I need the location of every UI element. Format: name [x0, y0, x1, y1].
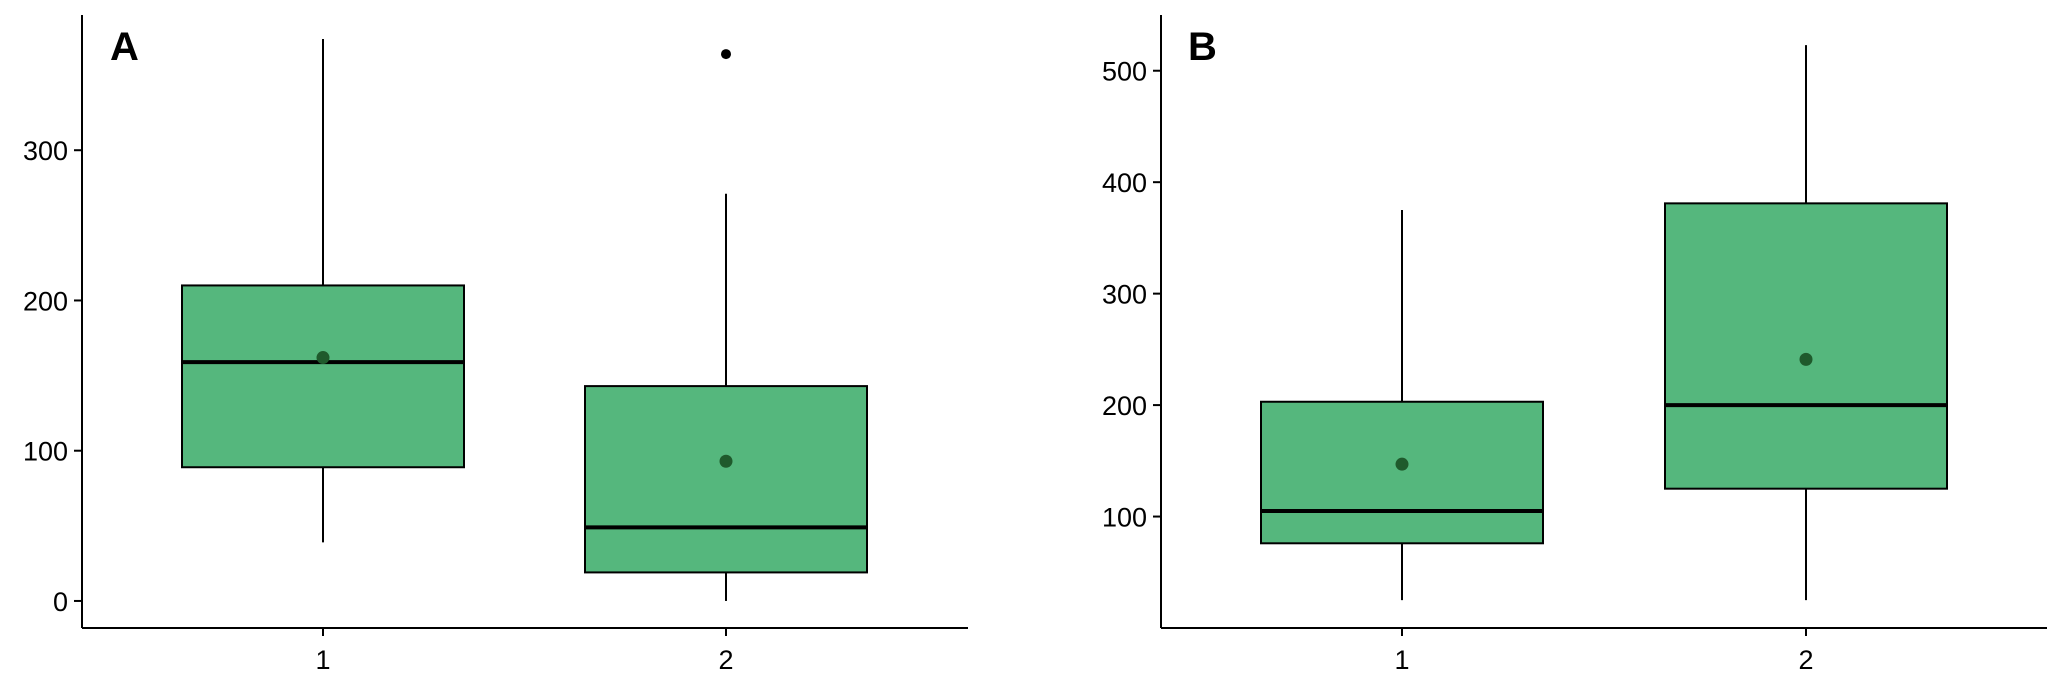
outlier-point	[721, 49, 731, 60]
y-tick-label: 300	[1102, 280, 1147, 310]
x-tick-label: 2	[718, 645, 733, 675]
mean-point	[316, 351, 330, 365]
mean-point	[719, 454, 733, 468]
y-tick-label: 200	[23, 286, 68, 316]
panel-label: A	[110, 25, 139, 69]
box-iqr	[1260, 400, 1544, 545]
y-tick-label: 200	[1102, 391, 1147, 421]
x-tick-label: 1	[1394, 645, 1409, 675]
y-tick-label: 300	[23, 136, 68, 166]
x-tick-label: 1	[315, 645, 330, 675]
panel-a: 0 100 200 300 1 2 A	[23, 15, 968, 675]
mean-point	[1799, 352, 1813, 366]
box-iqr	[584, 385, 868, 574]
box-iqr	[1664, 202, 1948, 490]
box-iqr	[181, 284, 465, 469]
y-tick-label: 400	[1102, 168, 1147, 198]
y-tick-label: 100	[1102, 503, 1147, 533]
y-tick-label: 500	[1102, 57, 1147, 87]
x-tick-label: 2	[1798, 645, 1813, 675]
y-tick-label: 100	[23, 437, 68, 467]
mean-point	[1395, 457, 1409, 471]
panel-b: 100 200 300 400 500 1 2 B	[1102, 15, 2047, 675]
panel-label: B	[1188, 25, 1217, 69]
y-tick-label: 0	[53, 587, 68, 617]
